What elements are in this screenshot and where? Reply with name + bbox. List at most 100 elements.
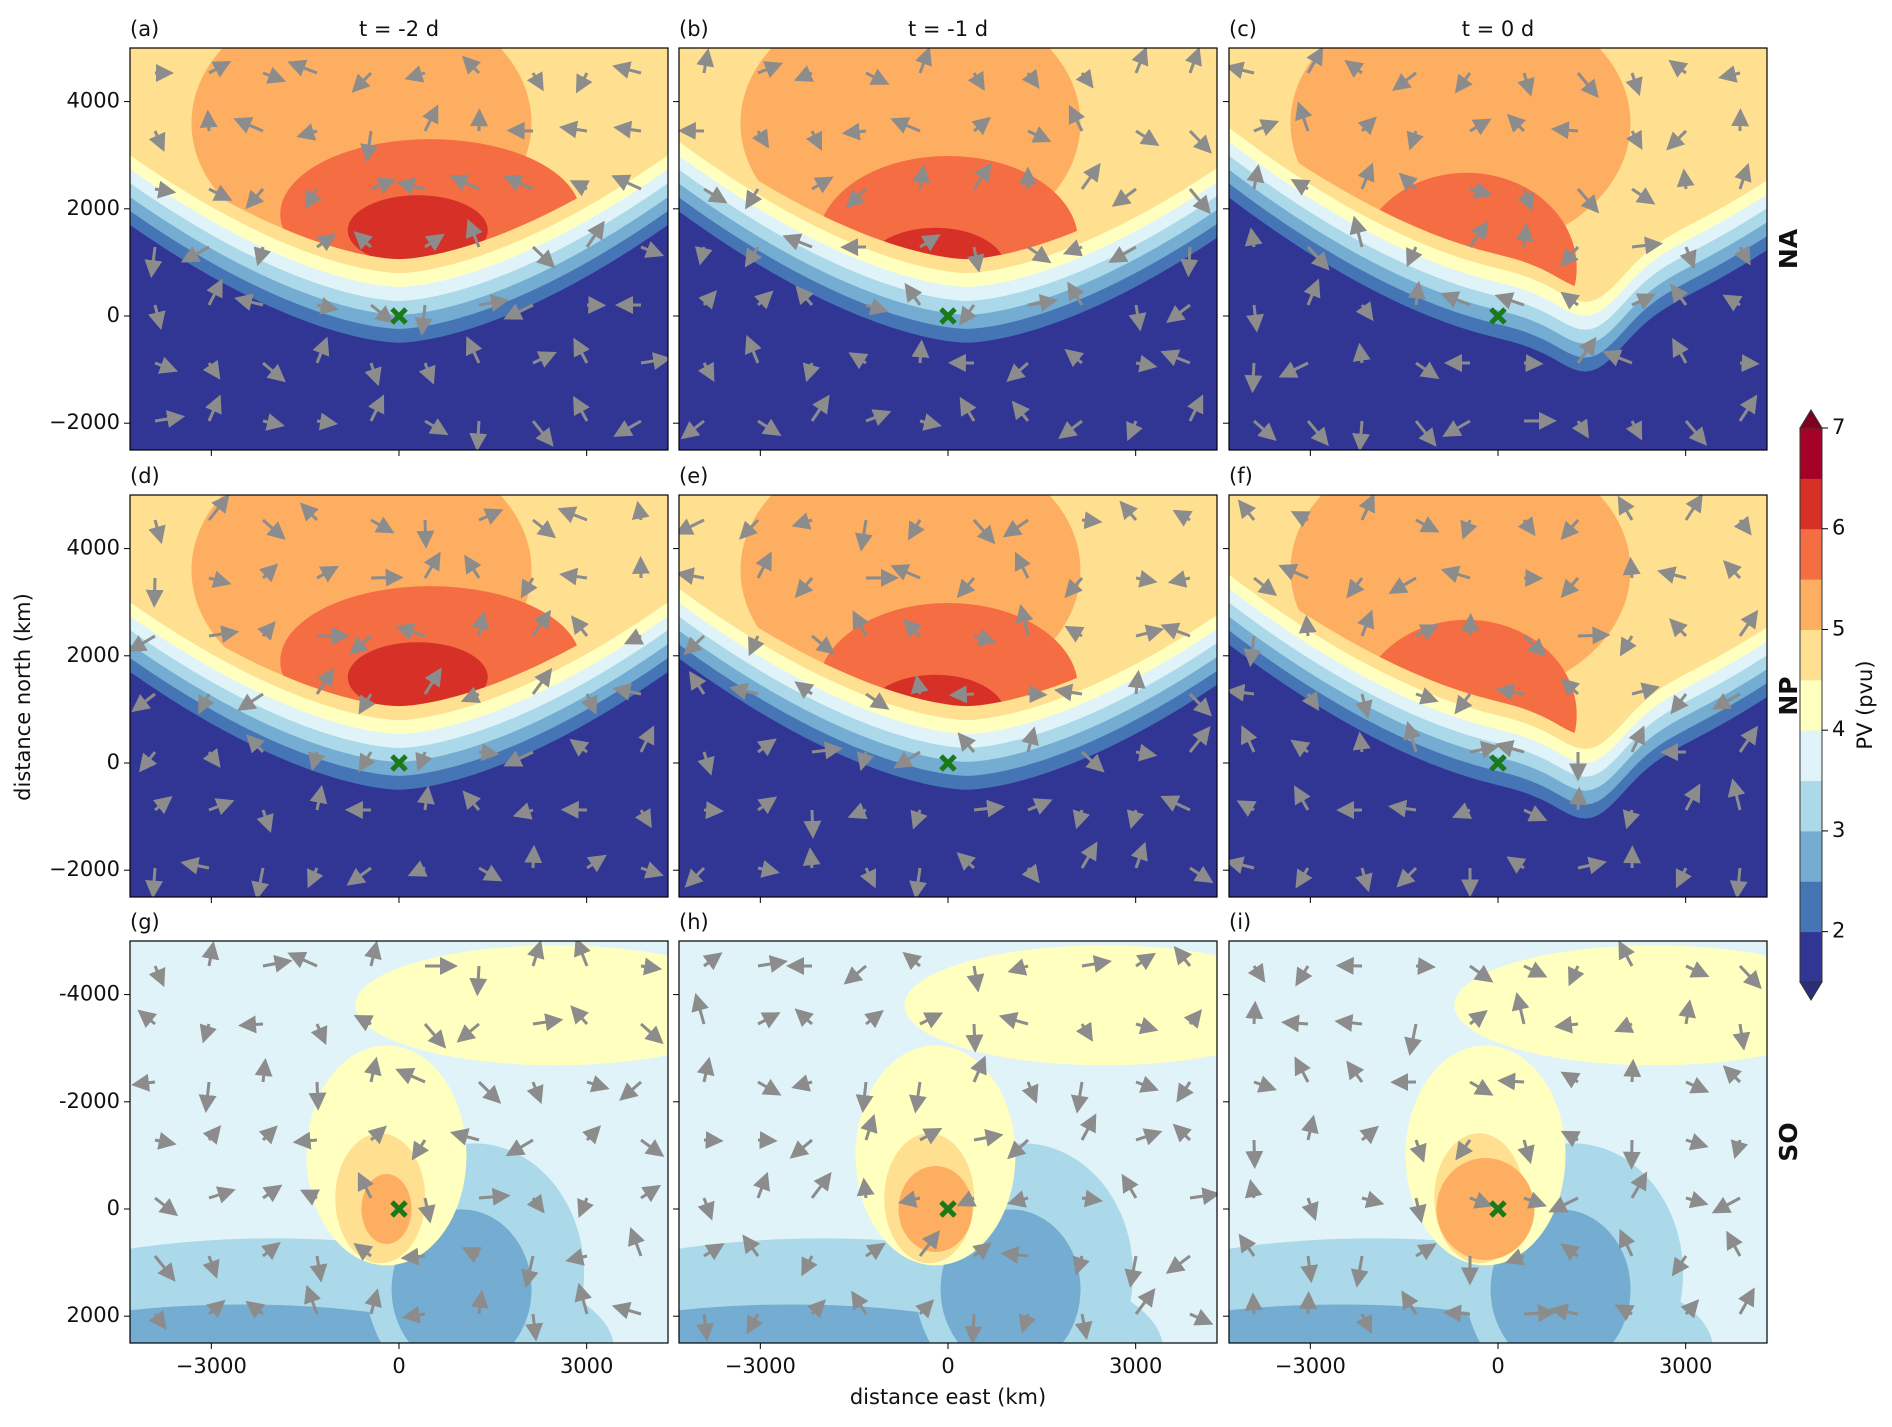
panel-label: (i)	[1229, 910, 1251, 934]
pv-field	[1436, 1158, 1535, 1260]
wind-arrow	[1247, 962, 1266, 983]
wind-arrow	[791, 512, 813, 530]
wind-arrow	[201, 941, 220, 967]
wind-arrow	[1180, 246, 1199, 278]
wind-arrow	[1301, 1197, 1319, 1222]
panel-label: (d)	[130, 464, 160, 488]
wind-arrow	[811, 741, 843, 760]
wind-arrow	[1415, 516, 1440, 533]
wind-arrow	[1619, 635, 1637, 657]
wind-arrow	[262, 1184, 283, 1203]
wind-arrow	[1068, 104, 1086, 132]
wind-arrow	[1414, 420, 1437, 447]
wind-arrow	[966, 965, 985, 993]
wind-arrow	[1298, 614, 1317, 637]
wind-arrow	[1738, 964, 1762, 990]
panel	[1229, 48, 1767, 450]
wind-arrow	[851, 1290, 869, 1315]
wind-arrow	[1189, 865, 1214, 884]
colorbar-swatch	[1800, 478, 1822, 530]
wind-arrow	[262, 361, 286, 383]
wind-arrow	[532, 518, 557, 539]
wind-arrow	[1173, 945, 1193, 967]
wind-arrow	[1295, 867, 1313, 889]
pv-field	[347, 195, 488, 266]
wind-arrow	[1058, 419, 1083, 440]
wind-arrow	[312, 336, 330, 364]
wind-arrow	[697, 751, 715, 776]
wind-arrow	[238, 1015, 264, 1034]
wind-arrow	[1007, 1138, 1030, 1160]
wind-arrow	[353, 231, 373, 250]
wind-arrow	[1415, 624, 1439, 641]
wind-arrow	[525, 1313, 544, 1342]
wind-arrow	[1240, 725, 1258, 753]
wind-arrow	[1352, 731, 1371, 753]
wind-arrow	[1614, 1016, 1635, 1033]
wind-arrow	[1560, 246, 1580, 268]
wind-arrow	[689, 670, 707, 695]
wind-arrow	[1111, 187, 1137, 207]
wind-arrow	[1290, 739, 1311, 758]
wind-arrow	[1244, 1292, 1263, 1315]
wind-arrow	[1469, 181, 1493, 200]
wind-arrow	[865, 1242, 886, 1261]
wind-arrow	[613, 419, 642, 437]
wind-arrow	[1135, 1016, 1159, 1035]
wind-arrow	[423, 551, 441, 579]
wind-arrow	[956, 577, 976, 599]
wind-arrow	[973, 799, 1006, 818]
wind-arrow	[1253, 119, 1280, 136]
colorbar-tick-label: 7	[1832, 415, 1845, 439]
row-label: SO	[1774, 1122, 1803, 1161]
wind-arrow	[640, 1022, 664, 1045]
wind-arrow	[358, 693, 376, 715]
wind-arrow	[1553, 1015, 1579, 1034]
panel	[130, 48, 668, 450]
wind-arrow	[1007, 1190, 1029, 1208]
wind-arrow	[299, 1189, 320, 1206]
wind-arrow	[1711, 692, 1741, 710]
wind-arrow	[1021, 69, 1040, 89]
wind-arrow	[202, 748, 221, 768]
wind-arrow	[396, 177, 426, 195]
wind-arrow	[532, 351, 557, 368]
wind-arrow	[640, 957, 663, 976]
wind-arrow	[1135, 1075, 1159, 1093]
wind-arrow	[855, 1081, 874, 1114]
wind-arrow	[1631, 293, 1656, 310]
wind-arrow	[745, 188, 763, 210]
wind-arrow	[638, 725, 655, 753]
wind-arrow	[1229, 61, 1255, 80]
wind-arrow	[245, 188, 265, 210]
wind-arrow	[353, 1242, 374, 1261]
wind-arrow	[1355, 301, 1374, 322]
wind-arrow	[531, 609, 552, 637]
panel	[130, 495, 668, 897]
wind-arrow	[520, 577, 538, 599]
wind-arrow	[1079, 1113, 1097, 1141]
wind-arrow	[619, 1080, 642, 1101]
wind-arrow	[1406, 246, 1423, 268]
wind-arrow	[565, 1248, 588, 1266]
wind-arrow	[152, 795, 173, 815]
wind-arrow	[370, 177, 397, 195]
wind-arrow	[1080, 841, 1098, 869]
cyclone-center	[390, 754, 408, 772]
wind-arrow	[1523, 805, 1548, 822]
y-tick-label: -2000	[59, 1089, 120, 1113]
wind-arrow	[1504, 1248, 1525, 1266]
colorbar-swatch	[1800, 428, 1822, 479]
wind-arrow	[1614, 1304, 1635, 1322]
wind-arrow	[1718, 65, 1741, 83]
wind-arrow	[1176, 1081, 1194, 1103]
cyclone-center	[1489, 307, 1507, 325]
colorbar-swatch	[1800, 730, 1822, 782]
wind-arrow	[1669, 618, 1688, 638]
wind-arrow	[531, 667, 553, 695]
panel-label: (f)	[1229, 464, 1253, 488]
wind-arrow	[574, 1282, 592, 1315]
wind-arrow	[1021, 726, 1039, 753]
wind-arrow	[1727, 778, 1746, 811]
colorbar-label: PV (pvu)	[1853, 660, 1877, 749]
